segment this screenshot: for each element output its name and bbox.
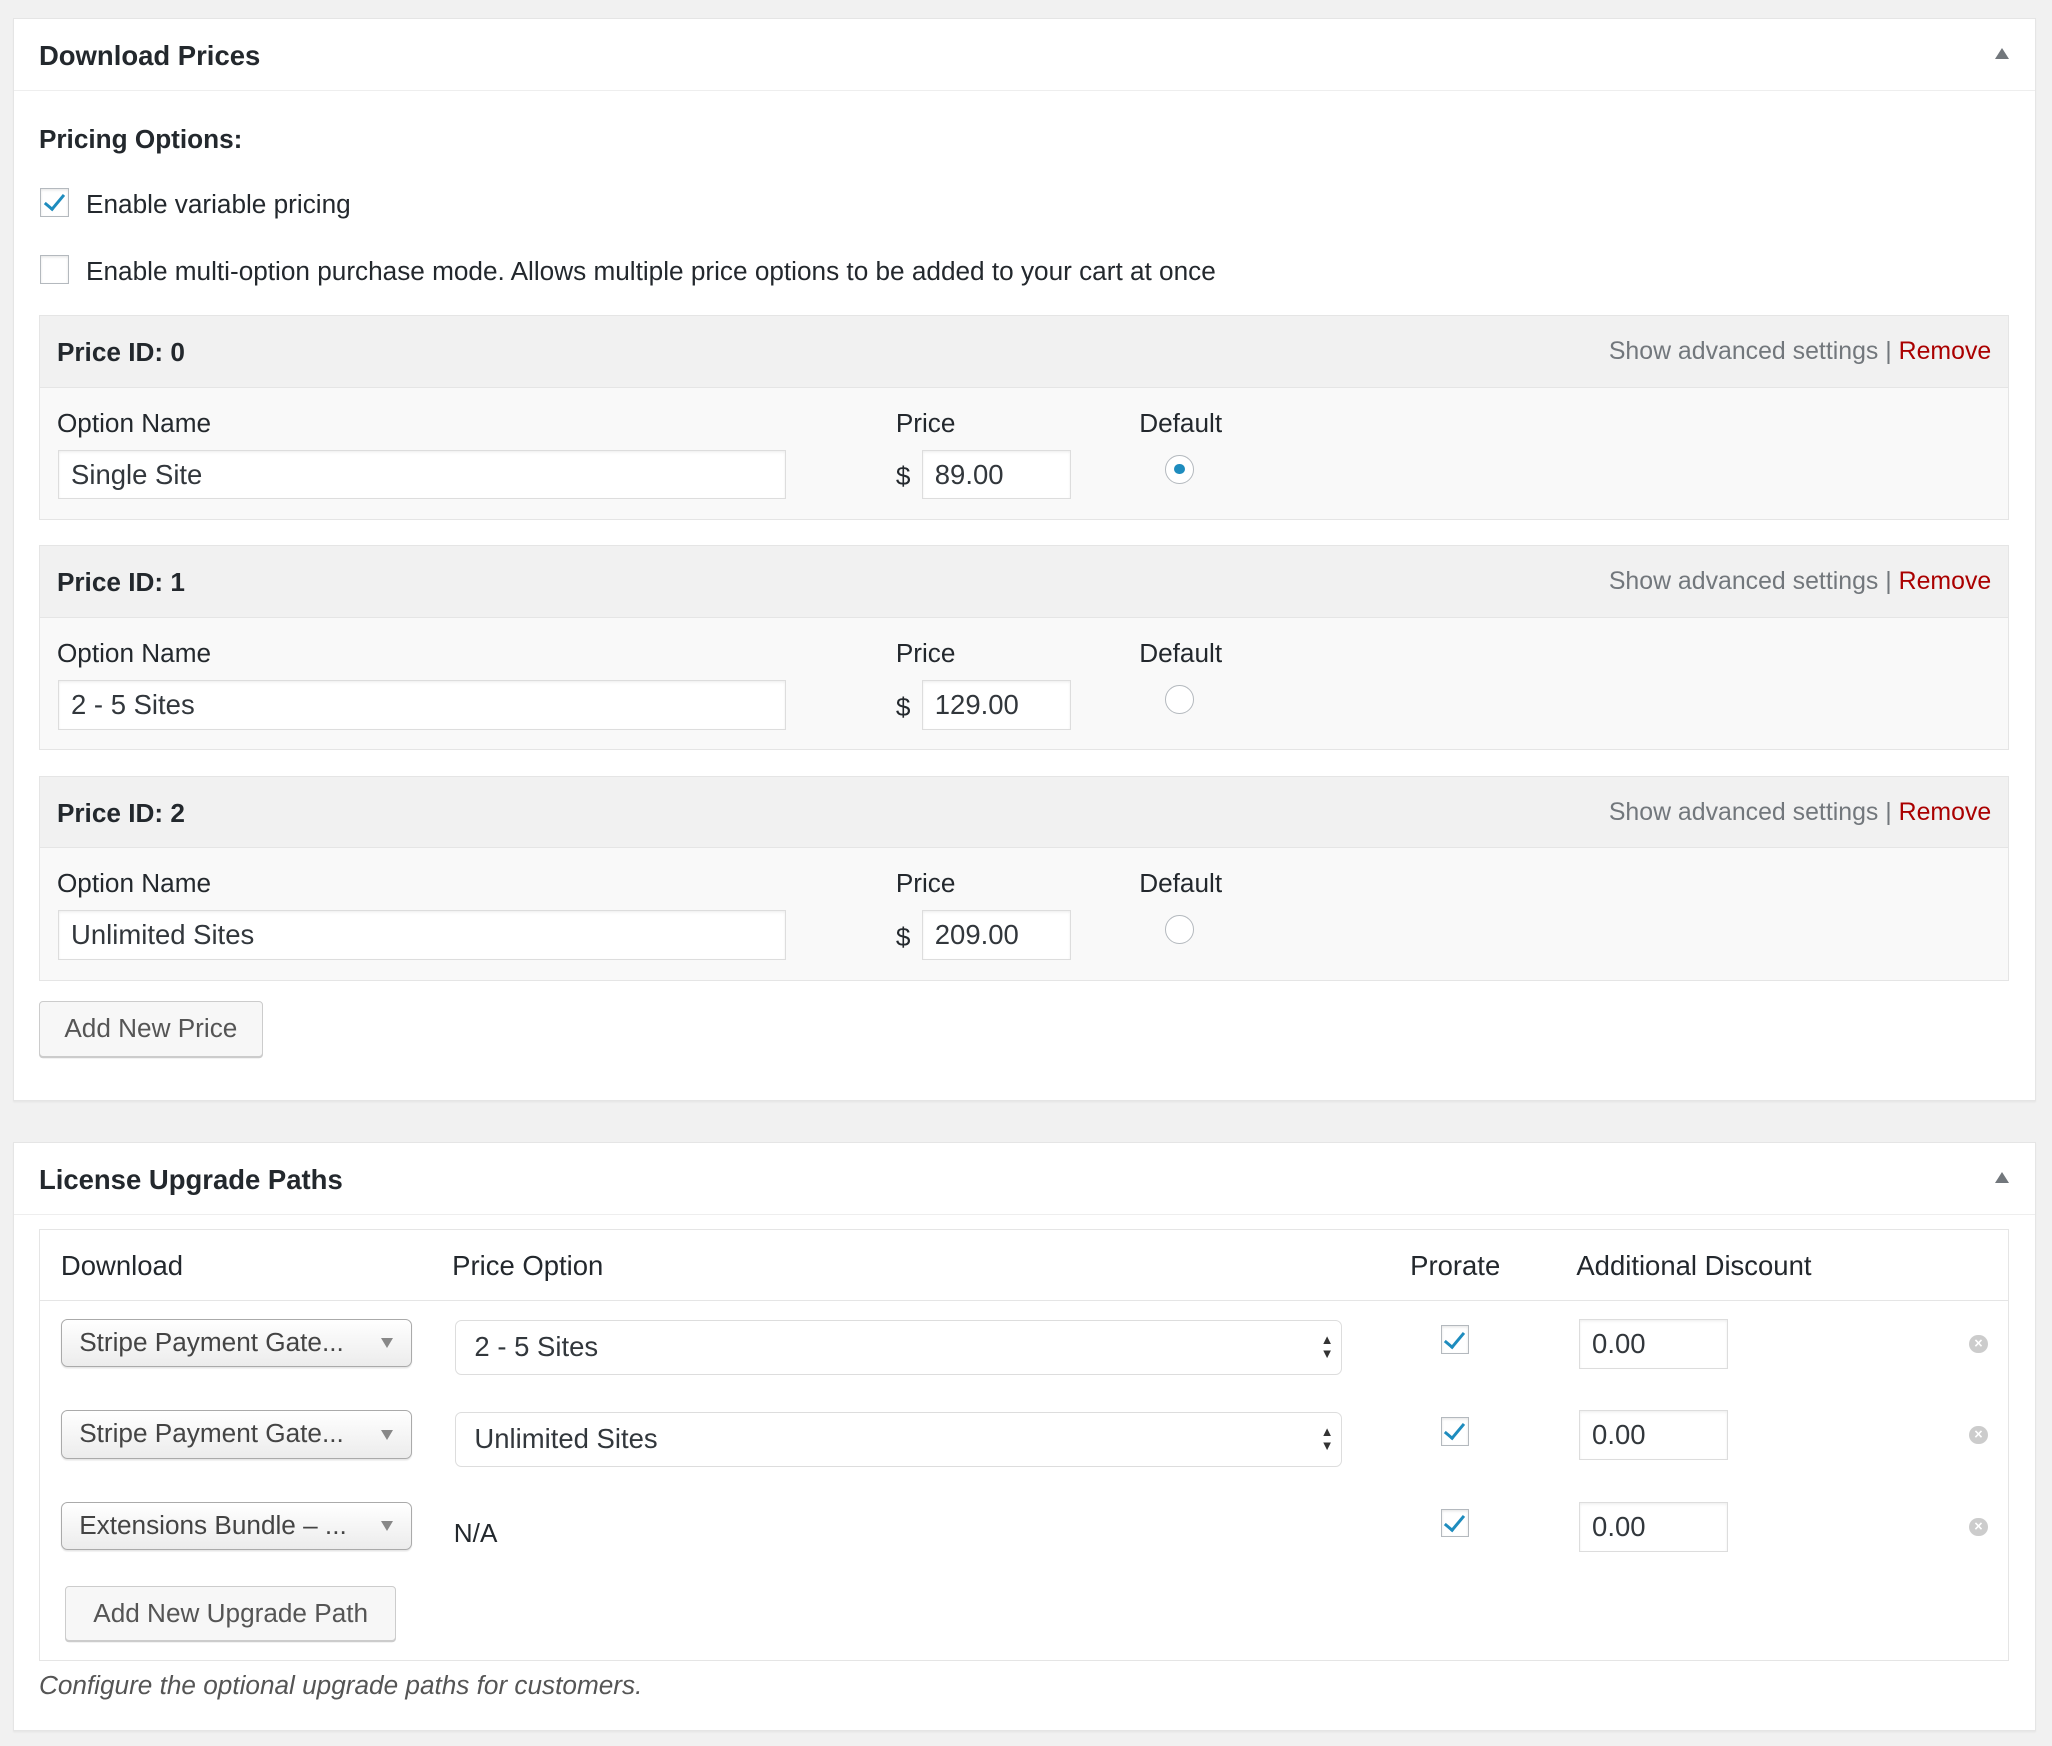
select-arrows-icon: ▲ ▼ [1320, 1423, 1334, 1453]
dropdown-arrow-icon [380, 1338, 393, 1348]
prorate-checkbox[interactable] [1440, 1417, 1470, 1446]
remove-link[interactable]: Remove [1898, 337, 1992, 366]
option-name-input[interactable]: Single Site [58, 449, 786, 500]
remove-row-icon[interactable]: × [1969, 1426, 1988, 1445]
remove-row-icon[interactable]: × [1969, 1334, 1988, 1353]
column-header-additional-discount: Additional Discount [1576, 1250, 1812, 1282]
download-select[interactable]: Stripe Payment Gate... [61, 1410, 412, 1459]
price-row-links: Show advanced settings | Remove [1609, 567, 1991, 596]
price-id-label: Price ID: 2 [56, 797, 185, 828]
price-row: Price ID: 0 Show advanced settings | Rem… [38, 315, 2010, 520]
default-radio[interactable] [1165, 685, 1195, 714]
default-radio[interactable] [1165, 454, 1195, 484]
additional-discount-input[interactable]: 0.00 [1579, 1410, 1729, 1461]
prorate-checkbox[interactable] [1440, 1325, 1470, 1355]
default-label: Default [1139, 407, 1223, 438]
collapse-arrow-icon[interactable] [1994, 1171, 2009, 1184]
column-header-prorate: Prorate [1410, 1250, 1501, 1282]
remove-link[interactable]: Remove [1898, 797, 1992, 826]
column-header-download: Download [60, 1250, 184, 1282]
link-separator: | [1885, 567, 1892, 596]
option-name-label: Option Name [56, 638, 212, 668]
download-value: Stripe Payment Gate... [79, 1418, 344, 1449]
box-header[interactable]: Download Prices [14, 19, 2035, 91]
price-label: Price [895, 868, 956, 899]
pricing-options-label: Pricing Options: [38, 124, 243, 154]
price-option-value: Unlimited Sites [474, 1422, 658, 1454]
price-row-links: Show advanced settings | Remove [1609, 798, 1991, 827]
price-row-header: Price ID: 0 Show advanced settings | Rem… [39, 316, 2009, 388]
remove-row-icon[interactable]: × [1969, 1517, 1988, 1537]
select-arrows-icon: ▲ ▼ [1320, 1331, 1334, 1362]
download-value: Extensions Bundle – ... [79, 1510, 347, 1541]
remove-link[interactable]: Remove [1898, 567, 1992, 596]
link-separator: | [1885, 337, 1892, 366]
price-id-label: Price ID: 1 [56, 567, 185, 598]
additional-discount-input[interactable]: 0.00 [1579, 1318, 1729, 1369]
price-option-na: N/A [453, 1517, 498, 1548]
dropdown-arrow-icon [380, 1429, 393, 1440]
default-label: Default [1139, 868, 1223, 899]
option-name-label: Option Name [56, 868, 212, 899]
download-prices-box: Download Prices Pricing Options: Enable … [13, 18, 2036, 1102]
table-header: Download Price Option Prorate Additional… [39, 1230, 2009, 1302]
download-value: Stripe Payment Gate... [79, 1326, 344, 1357]
price-label: Price [895, 407, 956, 438]
enable-multi-option-label: Enable multi-option purchase mode. Allow… [86, 256, 1216, 287]
additional-discount-input[interactable]: 0.00 [1579, 1502, 1729, 1552]
price-input[interactable]: 89.00 [922, 449, 1072, 500]
box-title: Download Prices [38, 40, 261, 72]
enable-variable-pricing-label: Enable variable pricing [86, 189, 351, 220]
price-option-select[interactable]: 2 - 5 Sites ▲ ▼ [455, 1320, 1343, 1376]
price-option-select[interactable]: Unlimited Sites ▲ ▼ [455, 1411, 1343, 1467]
price-option-value: 2 - 5 Sites [474, 1331, 599, 1363]
currency-symbol: $ [895, 461, 911, 492]
default-label: Default [1139, 638, 1223, 668]
prorate-checkbox[interactable] [1440, 1508, 1470, 1538]
option-name-label: Option Name [56, 407, 212, 438]
enable-variable-pricing-checkbox[interactable] [40, 188, 70, 217]
show-advanced-settings-link[interactable]: Show advanced settings [1608, 337, 1879, 366]
currency-symbol: $ [895, 691, 911, 722]
column-header-price-option: Price Option [452, 1250, 604, 1282]
price-row-header: Price ID: 1 Show advanced settings | Rem… [39, 546, 2009, 619]
add-new-price-button[interactable]: Add New Price [38, 1000, 263, 1058]
price-row-links: Show advanced settings | Remove [1609, 337, 1991, 366]
price-row-header: Price ID: 2 Show advanced settings | Rem… [39, 776, 2009, 849]
collapse-arrow-icon[interactable] [1994, 47, 2009, 60]
enable-multi-option-checkbox[interactable] [40, 254, 70, 284]
show-advanced-settings-link[interactable]: Show advanced settings [1608, 797, 1879, 826]
upgrade-paths-table: Download Price Option Prorate Additional… [38, 1228, 2010, 1662]
price-input[interactable]: 209.00 [922, 910, 1072, 960]
download-select[interactable]: Stripe Payment Gate... [61, 1318, 412, 1368]
download-select[interactable]: Extensions Bundle – ... [61, 1502, 412, 1551]
price-input[interactable]: 129.00 [922, 679, 1072, 730]
price-id-label: Price ID: 0 [56, 337, 185, 368]
default-radio[interactable] [1165, 915, 1195, 945]
price-row: Price ID: 2 Show advanced settings | Rem… [38, 775, 2010, 981]
show-advanced-settings-link[interactable]: Show advanced settings [1608, 567, 1879, 596]
dropdown-arrow-icon [380, 1521, 393, 1531]
box-title: License Upgrade Paths [38, 1164, 343, 1196]
price-row: Price ID: 1 Show advanced settings | Rem… [38, 545, 2010, 751]
currency-symbol: $ [895, 922, 911, 952]
link-separator: | [1885, 797, 1892, 826]
price-label: Price [895, 638, 956, 668]
option-name-input[interactable]: Unlimited Sites [58, 910, 786, 960]
add-new-upgrade-path-button[interactable]: Add New Upgrade Path [65, 1585, 397, 1641]
box-header[interactable]: License Upgrade Paths [14, 1143, 2035, 1216]
license-upgrade-paths-box: License Upgrade Paths Download Price Opt… [13, 1142, 2036, 1731]
option-name-input[interactable]: 2 - 5 Sites [58, 679, 786, 730]
upgrade-paths-description: Configure the optional upgrade paths for… [38, 1669, 643, 1700]
